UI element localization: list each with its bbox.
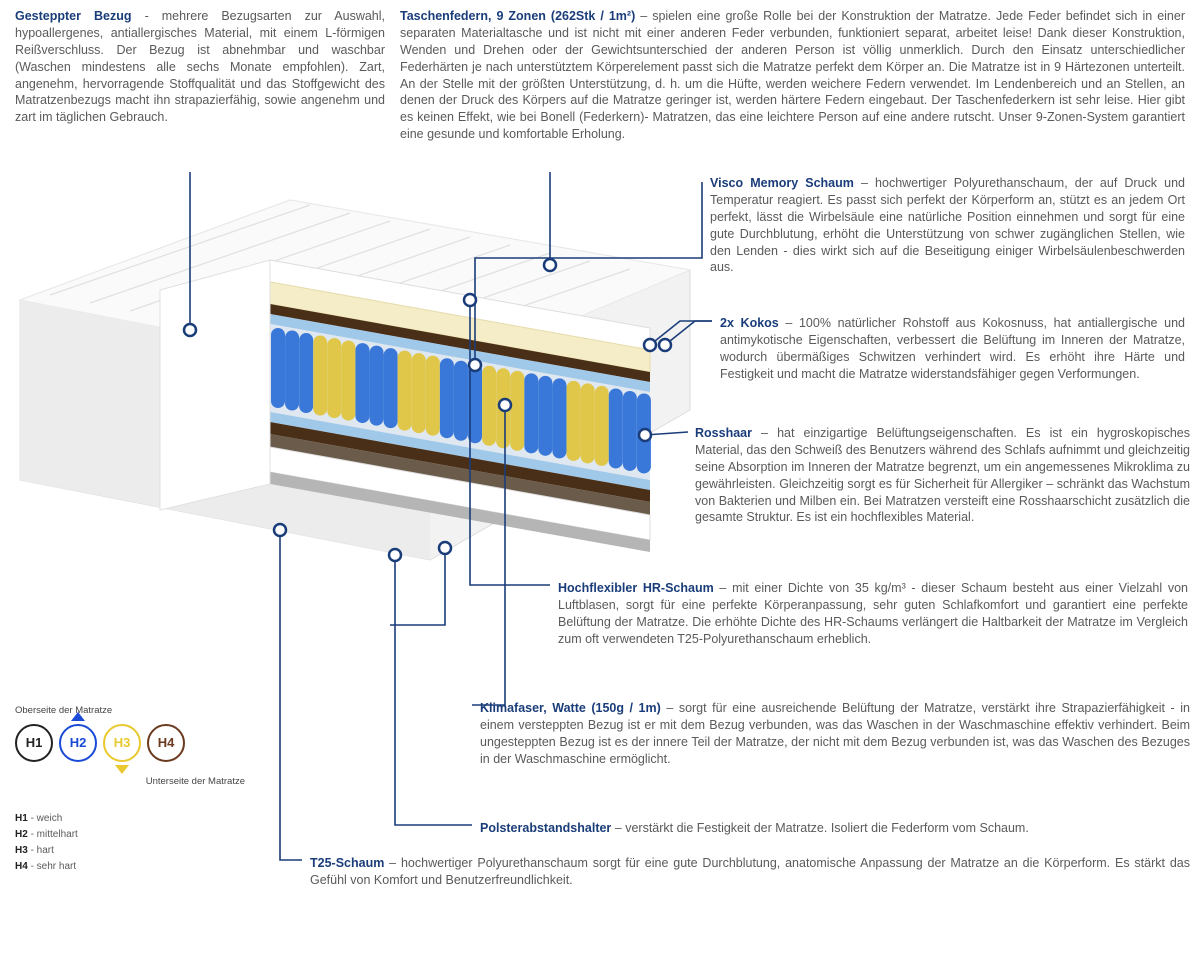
hardness-circle-h2: H2 (59, 724, 97, 762)
hardness-circles: H1H2H3H4 (15, 724, 295, 762)
springs-sep: – (635, 9, 652, 23)
springs-title: Taschenfedern, 9 Zonen (262Stk / 1m²) (400, 9, 635, 23)
legend-top-label: Oberseite der Matratze (15, 705, 295, 718)
cover-description: Gesteppter Bezug - mehrere Bezugsarten z… (15, 8, 385, 126)
callout-sep: – (384, 856, 401, 870)
hardness-key-row: H1 - weich (15, 811, 295, 827)
callout-title: Klimafaser, Watte (150g / 1m) (480, 701, 661, 715)
hardness-key-text: - hart (28, 845, 54, 856)
callout-title: T25-Schaum (310, 856, 384, 870)
cover-sep: - (132, 9, 162, 23)
callout-sep: – (752, 426, 777, 440)
callout-polster: Polsterabstandshalter – verstärkt die Fe… (480, 820, 1190, 837)
callout-sep: – (714, 581, 732, 595)
hardness-circle-h3: H3 (103, 724, 141, 762)
hardness-circle-h4: H4 (147, 724, 185, 762)
callout-text: hochwertiger Polyurethanschaum, der auf … (710, 176, 1185, 274)
callout-rosshaar: Rosshaar – hat einzigartige Belüftungsei… (695, 425, 1190, 526)
callout-text: hat einzigartige Belüftungseigenschaften… (695, 426, 1190, 524)
callout-klima: Klimafaser, Watte (150g / 1m) – sorgt fü… (480, 700, 1190, 768)
arrow-down-icon (115, 765, 129, 774)
cover-text: mehrere Bezugsarten zur Auswahl, hypoall… (15, 9, 385, 124)
callout-title: Visco Memory Schaum (710, 176, 854, 190)
callout-title: Hochflexibler HR-Schaum (558, 581, 714, 595)
hardness-key-text: - sehr hart (28, 861, 76, 872)
callout-sep: – (661, 701, 679, 715)
springs-text: spielen eine große Rolle bei der Konstru… (400, 9, 1185, 141)
callout-sep: – (854, 176, 875, 190)
springs-description: Taschenfedern, 9 Zonen (262Stk / 1m²) – … (400, 8, 1185, 143)
hardness-key-text: - weich (28, 813, 62, 824)
callout-title: Polsterabstandshalter (480, 821, 611, 835)
hardness-key: H1 - weichH2 - mittelhartH3 - hartH4 - s… (15, 811, 295, 875)
callout-t25: T25-Schaum – hochwertiger Polyurethansch… (310, 855, 1190, 889)
callout-text: verstärkt die Festigkeit der Matratze. I… (625, 821, 1029, 835)
callout-sep: – (611, 821, 625, 835)
callout-visco: Visco Memory Schaum – hochwertiger Polyu… (710, 175, 1185, 276)
cover-title: Gesteppter Bezug (15, 9, 132, 23)
hardness-legend: Oberseite der Matratze H1H2H3H4 Untersei… (15, 705, 295, 875)
legend-bottom-label: Unterseite der Matratze (15, 776, 295, 789)
callout-sep: – (779, 316, 799, 330)
arrow-up-icon (71, 712, 85, 721)
callout-hr: Hochflexibler HR-Schaum – mit einer Dich… (558, 580, 1188, 648)
hardness-key-label: H2 (15, 829, 28, 840)
callout-text: hochwertiger Polyurethanschaum sorgt für… (310, 856, 1190, 887)
hardness-key-text: - mittelhart (28, 829, 78, 840)
hardness-key-row: H3 - hart (15, 843, 295, 859)
hardness-key-row: H4 - sehr hart (15, 859, 295, 875)
mattress-diagram (10, 180, 700, 620)
hardness-key-label: H4 (15, 861, 28, 872)
hardness-key-label: H1 (15, 813, 28, 824)
callout-title: Rosshaar (695, 426, 752, 440)
hardness-circle-h1: H1 (15, 724, 53, 762)
callout-kokos: 2x Kokos – 100% natürlicher Rohstoff aus… (720, 315, 1185, 383)
callout-title: 2x Kokos (720, 316, 779, 330)
mattress-side-panel (160, 260, 270, 510)
hardness-key-label: H3 (15, 845, 28, 856)
hardness-key-row: H2 - mittelhart (15, 827, 295, 843)
